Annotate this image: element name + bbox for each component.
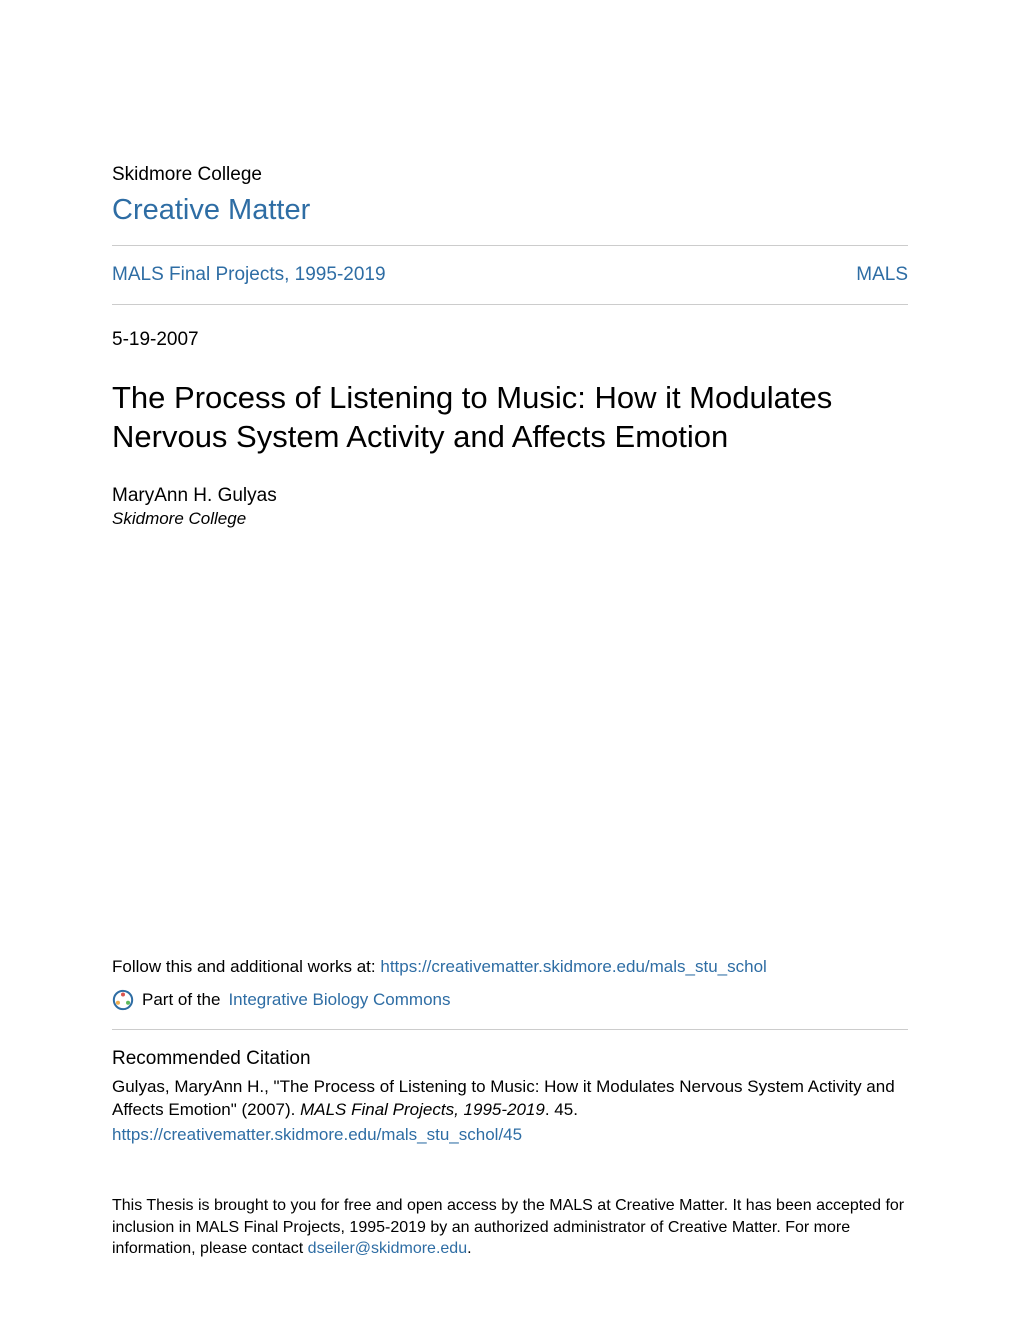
citation-body: Gulyas, MaryAnn H., "The Process of List…	[112, 1076, 908, 1147]
document-title: The Process of Listening to Music: How i…	[112, 379, 908, 457]
citation-heading: Recommended Citation	[112, 1048, 908, 1070]
vertical-spacer	[112, 529, 908, 958]
footer-text: This Thesis is brought to you for free a…	[112, 1197, 904, 1257]
citation-suffix: . 45.	[545, 1100, 578, 1119]
commons-prefix: Part of the	[142, 990, 220, 1010]
divider	[112, 304, 908, 305]
institution-name: Skidmore College	[112, 164, 908, 186]
follow-prefix: Follow this and additional works at:	[112, 957, 380, 976]
document-page: Skidmore College Creative Matter MALS Fi…	[0, 0, 1020, 1320]
commons-network-icon	[112, 989, 134, 1011]
repository-link[interactable]: Creative Matter	[112, 194, 908, 227]
citation-series: MALS Final Projects, 1995-2019	[300, 1100, 545, 1119]
breadcrumb: MALS Final Projects, 1995-2019 MALS	[112, 246, 908, 304]
publication-date: 5-19-2007	[112, 329, 908, 351]
commons-row: Part of the Integrative Biology Commons	[112, 989, 908, 1011]
footer-note: This Thesis is brought to you for free a…	[112, 1195, 908, 1260]
commons-link[interactable]: Integrative Biology Commons	[228, 990, 450, 1010]
follow-works-line: Follow this and additional works at: htt…	[112, 957, 908, 977]
parent-collection-link[interactable]: MALS	[856, 264, 908, 286]
footer-suffix: .	[467, 1240, 471, 1257]
citation-url-link[interactable]: https://creativematter.skidmore.edu/mals…	[112, 1124, 522, 1147]
author-affiliation: Skidmore College	[112, 509, 908, 529]
follow-works-link[interactable]: https://creativematter.skidmore.edu/mals…	[380, 957, 766, 976]
divider	[112, 1029, 908, 1030]
contact-email-link[interactable]: dseiler@skidmore.edu	[308, 1240, 467, 1257]
collection-link[interactable]: MALS Final Projects, 1995-2019	[112, 264, 386, 286]
author-name: MaryAnn H. Gulyas	[112, 485, 908, 507]
